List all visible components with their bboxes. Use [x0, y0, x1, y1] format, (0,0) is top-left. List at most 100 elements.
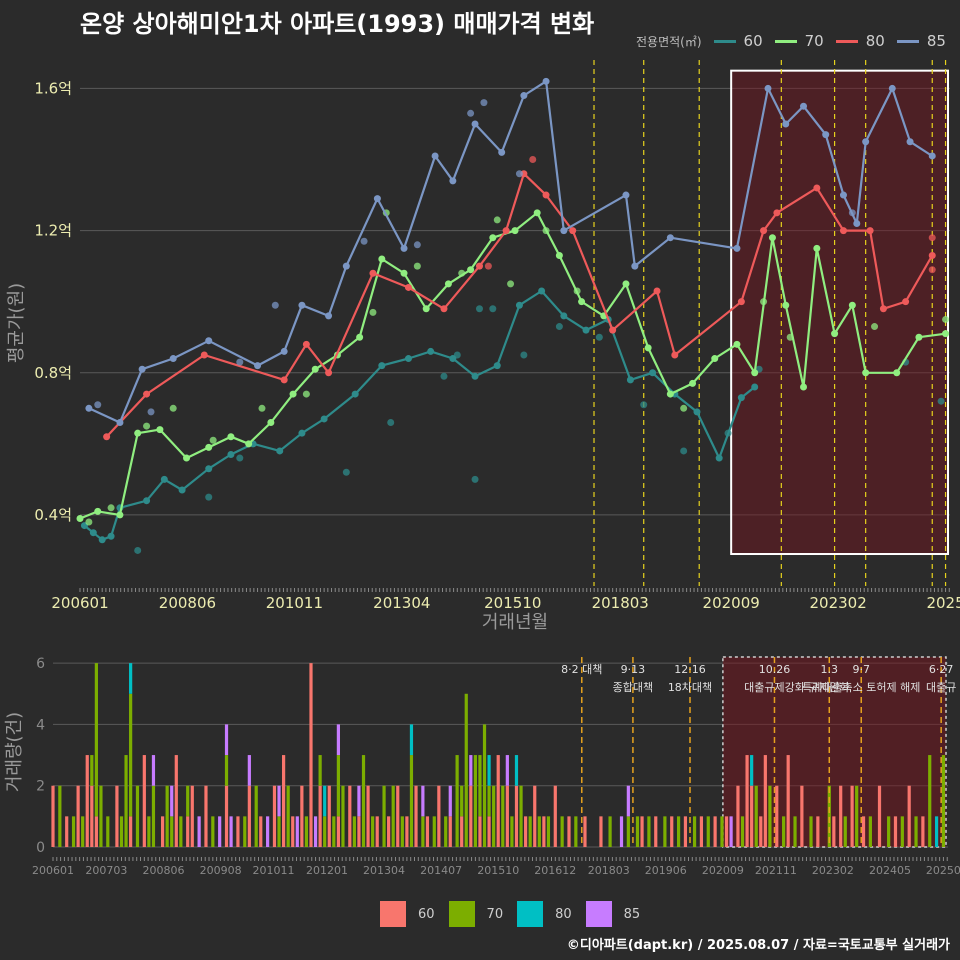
volume-bar-60 [514, 785, 519, 847]
volume-bar-70 [692, 816, 697, 847]
data-point-60 [582, 326, 590, 334]
data-point-85 [205, 337, 213, 345]
volume-bar-85 [505, 755, 509, 786]
volume-bar-70 [608, 816, 612, 847]
volume-bar-70 [868, 816, 872, 847]
scatter-point-60 [342, 468, 350, 476]
scatter-point-70 [369, 308, 377, 316]
volume-bar-60 [832, 816, 836, 847]
volume-chart: 0 2 4 6 8·2 대책 9·13 종합대책 12·16 18차대책 10.26 대출규제강화 1… [4, 656, 960, 877]
volume-bar-60 [786, 755, 790, 847]
scatter-point-70 [209, 436, 217, 444]
volume-bar-70 [94, 663, 98, 817]
data-point-60 [227, 451, 235, 458]
policy-date-label: 10.26 [759, 663, 791, 676]
volume-bar-70 [782, 816, 786, 847]
volume-bar-60 [425, 816, 430, 847]
data-point-80 [369, 269, 377, 277]
vol-legend-key-85 [585, 901, 612, 927]
scatter-point-85 [480, 99, 488, 107]
x-tick-label: 202302 [810, 594, 867, 612]
volume-bar-70 [179, 816, 183, 847]
volume-bar-60 [115, 785, 119, 847]
policy-date-label: 9·13 [621, 663, 646, 676]
volume-bar-85 [421, 785, 425, 817]
volume-bar-70 [341, 785, 345, 847]
y-tick-label: 1.6억 [34, 79, 72, 97]
data-point-70 [183, 454, 191, 462]
scatter-point-85 [413, 241, 421, 249]
scatter-point-60 [489, 305, 497, 313]
volume-bar-60 [478, 816, 482, 847]
volume-bar-60 [750, 785, 754, 847]
volume-bar-60 [921, 816, 925, 847]
vol-x-tick-label: 201011 [253, 864, 295, 877]
data-point-80 [813, 184, 821, 192]
data-point-85 [373, 195, 381, 203]
data-point-80 [569, 227, 577, 235]
scatter-point-85 [147, 408, 155, 416]
volume-bar-85 [218, 816, 222, 847]
data-point-60 [107, 532, 115, 540]
volume-bar-70 [928, 755, 932, 847]
data-point-70 [311, 365, 319, 373]
volume-bar-60 [505, 785, 509, 847]
volume-bar-70 [332, 816, 336, 847]
volume-bar-60 [94, 816, 98, 847]
x-tick-label: 201304 [373, 594, 430, 612]
volume-bar-85 [469, 755, 473, 786]
volume-bar-70 [224, 755, 229, 786]
data-point-60 [205, 465, 213, 473]
policy-date-label: 6·27 [929, 663, 954, 676]
vol-legend-label-85: 85 [623, 906, 641, 922]
volume-bar-70 [900, 816, 904, 847]
data-point-70 [768, 234, 776, 242]
data-point-60 [143, 497, 151, 505]
vol-x-tick-label: 201803 [588, 864, 630, 877]
legend-item-60: 60 [713, 32, 763, 50]
volume-bar-70 [254, 785, 258, 847]
volume-bar-70 [99, 785, 103, 847]
scatter-point-70 [680, 404, 688, 412]
data-point-70 [622, 280, 630, 288]
data-point-85 [471, 120, 479, 128]
data-point-70 [644, 344, 652, 352]
volume-bar-60 [533, 785, 537, 847]
x-tick-label: 2025 [926, 594, 960, 612]
data-point-80 [103, 433, 111, 441]
vol-x-tick-label: 201201 [306, 864, 348, 877]
volume-bar-70 [432, 816, 436, 847]
volume-bar-80 [129, 663, 133, 694]
volume-bar-70 [71, 816, 76, 847]
volume-bar-70 [768, 785, 772, 847]
data-point-60 [320, 415, 328, 423]
legend-title: 전용면적(㎡) [636, 34, 702, 49]
policy-name-label: 종합대책 [613, 681, 653, 694]
volume-bar-60 [51, 785, 55, 847]
data-point-70 [400, 269, 408, 277]
volume-bar-70 [754, 785, 758, 847]
volume-bar-60 [318, 785, 322, 847]
volume-bar-70 [151, 785, 156, 847]
scatter-point-60 [236, 454, 244, 462]
x-tick-label: 201011 [266, 594, 323, 612]
scatter-point-85 [236, 358, 244, 366]
scatter-point-80 [529, 156, 537, 164]
price-chart: 0.4억 0.8억 1.2억 1.6억 200601 200806 201011 201304… [6, 60, 960, 633]
volume-bar-60 [204, 785, 208, 847]
volume-bar-85 [197, 816, 201, 847]
vol-x-tick-label: 201407 [420, 864, 462, 877]
data-point-60 [160, 475, 168, 483]
volume-bar-70 [304, 816, 309, 847]
volume-bar-60 [65, 816, 69, 847]
vol-x-tick-label: 201906 [645, 864, 687, 877]
volume-bar-60 [387, 816, 391, 847]
data-point-70 [378, 255, 386, 263]
volume-bar-70 [478, 755, 482, 817]
volume-bar-85 [277, 785, 281, 817]
area-legend: 전용면적(㎡) 60 70 80 85 [636, 32, 946, 50]
scatter-point-80 [928, 266, 936, 274]
data-point-70 [915, 333, 923, 341]
volume-bar-60 [460, 816, 464, 847]
volume-bar-85 [229, 816, 233, 847]
